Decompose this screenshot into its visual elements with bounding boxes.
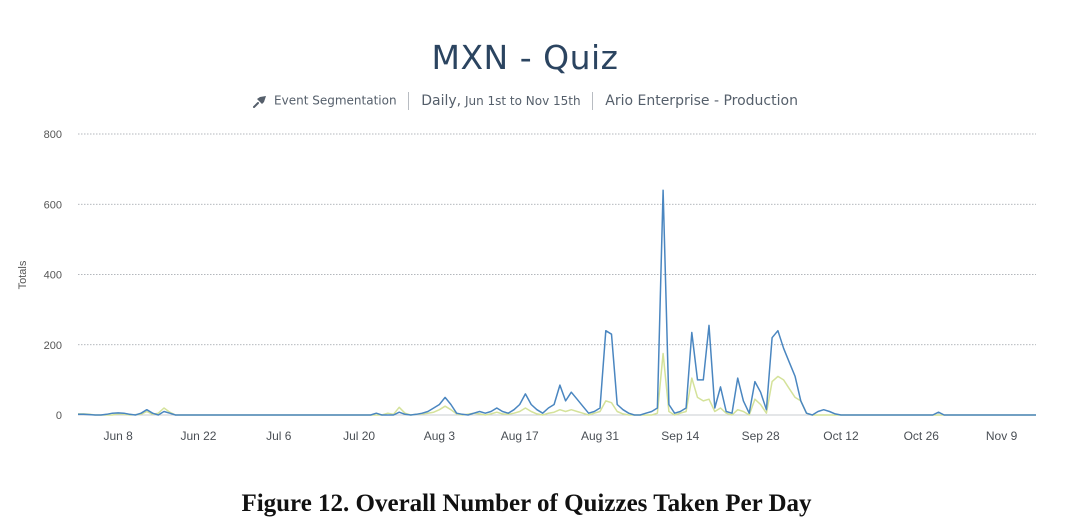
- x-tick-label: Oct 26: [904, 429, 940, 443]
- y-tick-label: 400: [44, 270, 62, 282]
- x-tick-label: Nov 9: [986, 429, 1018, 443]
- chart-title: MXN - Quiz: [431, 38, 619, 77]
- x-tick-label: Aug 17: [501, 429, 539, 443]
- chart-subtitle: Event Segmentation Daily, Jun 1st to Nov…: [0, 92, 1050, 110]
- x-tick-label: Aug 31: [581, 429, 619, 443]
- y-tick-label: 600: [44, 199, 62, 211]
- figure-caption: Figure 12. Overall Number of Quizzes Tak…: [241, 490, 812, 517]
- x-tick-label: Sep 14: [661, 429, 699, 443]
- x-tick-label: Jul 20: [343, 429, 375, 443]
- segmentation-icon: [253, 96, 267, 108]
- line-chart: 0 200 400 600 800 Jun 8 Jun 22 Jul 6 Jul 20 Aug …: [17, 129, 1036, 443]
- series-lines: [78, 189, 1036, 416]
- subtitle-divider: [592, 92, 594, 110]
- y-axis-ticks: 0 200 400 600 800: [44, 129, 62, 422]
- event-segmentation-link[interactable]: Event Segmentation: [252, 93, 397, 109]
- project-label[interactable]: Ario Enterprise - Production: [605, 93, 798, 109]
- x-tick-label: Sep 28: [742, 429, 780, 443]
- date-range-prefix: Daily,: [421, 93, 462, 109]
- y-tick-label: 0: [56, 410, 62, 422]
- grid-lines: [78, 133, 1036, 416]
- date-range-detail: Jun 1st to Nov 15th: [464, 94, 581, 108]
- date-range-label[interactable]: Daily, Jun 1st to Nov 15th: [421, 93, 580, 109]
- series-line: [78, 189, 1036, 416]
- series-line: [78, 352, 1036, 416]
- x-tick-label: Aug 3: [424, 429, 456, 443]
- y-tick-label: 800: [44, 129, 62, 141]
- x-axis-ticks: Jun 8 Jun 22 Jul 6 Jul 20 Aug 3 Aug 17 Aug 31 S…: [103, 429, 1017, 443]
- x-tick-label: Jun 8: [103, 429, 133, 443]
- analysis-type-label: Event Segmentation: [274, 93, 397, 108]
- y-axis-label: Totals: [17, 260, 29, 289]
- x-tick-label: Oct 12: [823, 429, 859, 443]
- subtitle-divider: [408, 92, 410, 110]
- x-tick-label: Jul 6: [266, 429, 292, 443]
- y-tick-label: 200: [44, 340, 62, 352]
- x-tick-label: Jun 22: [180, 429, 216, 443]
